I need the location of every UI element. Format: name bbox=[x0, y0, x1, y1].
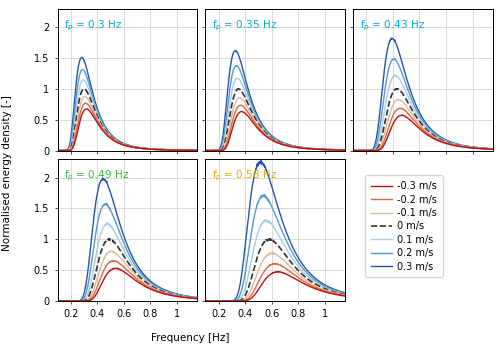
Text: f$_p$ = 0.49 Hz: f$_p$ = 0.49 Hz bbox=[64, 169, 130, 183]
Text: f$_p$ = 0.35 Hz: f$_p$ = 0.35 Hz bbox=[212, 19, 278, 33]
Legend: -0.3 m/s, -0.2 m/s, -0.1 m/s, 0 m/s, 0.1 m/s, 0.2 m/s, 0.3 m/s: -0.3 m/s, -0.2 m/s, -0.1 m/s, 0 m/s, 0.1… bbox=[365, 175, 442, 277]
Text: f$_p$ = 0.3 Hz: f$_p$ = 0.3 Hz bbox=[64, 19, 123, 33]
Text: f$_p$ = 0.43 Hz: f$_p$ = 0.43 Hz bbox=[360, 19, 426, 33]
Text: f$_p$ = 0.58 Hz: f$_p$ = 0.58 Hz bbox=[212, 169, 278, 183]
Text: Frequency [Hz]: Frequency [Hz] bbox=[151, 333, 229, 343]
Text: Normalised energy density [-]: Normalised energy density [-] bbox=[2, 95, 12, 251]
